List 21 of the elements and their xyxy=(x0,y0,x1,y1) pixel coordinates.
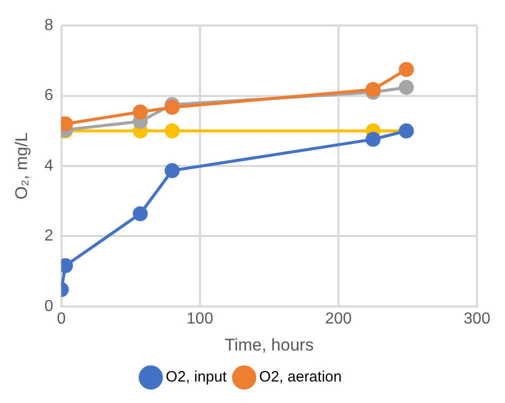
point xyxy=(164,163,180,178)
point xyxy=(164,123,180,138)
point xyxy=(132,104,148,120)
legend-label: O2, aeration xyxy=(259,368,342,386)
point xyxy=(132,206,148,222)
x-tick-label: 100 xyxy=(186,310,214,328)
x-tick-label: 300 xyxy=(464,310,490,328)
y-tick-label: 0 xyxy=(44,298,54,315)
y-tick-label: 8 xyxy=(44,17,54,34)
y-tick-label: 4 xyxy=(44,157,54,174)
x-axis-title: Time, hours xyxy=(224,335,314,354)
legend-label: O2, input xyxy=(166,368,228,386)
y-tick-label: 6 xyxy=(44,87,54,104)
x-tick-label: 200 xyxy=(325,310,352,328)
point xyxy=(366,132,381,147)
x-tick-label: 0 xyxy=(56,310,66,328)
point xyxy=(366,82,381,97)
point xyxy=(398,80,414,95)
y-axis-title: O₂, mg/L xyxy=(12,132,31,200)
y-tick-label: 2 xyxy=(44,228,54,245)
point xyxy=(398,62,414,77)
